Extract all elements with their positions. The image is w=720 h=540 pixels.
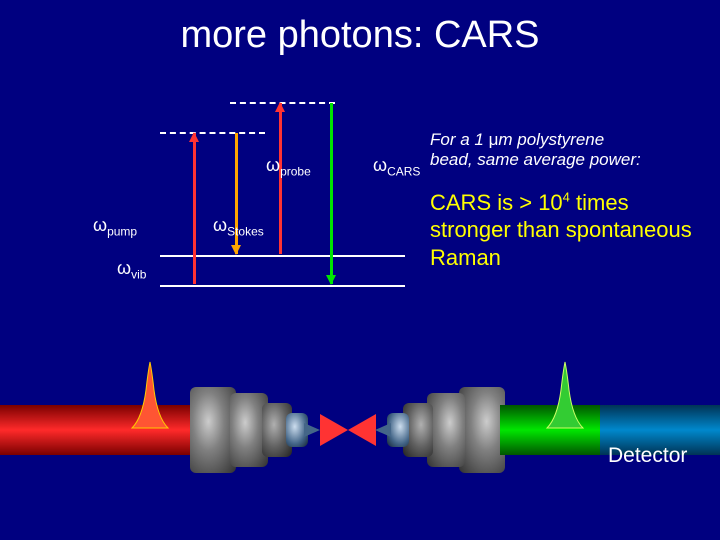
pump-arrow [193, 133, 196, 284]
cars-label: ωCARS [373, 155, 420, 179]
explanation-block: For a 1 μm polystyrene bead, same averag… [430, 130, 700, 271]
probe-label: ωprobe [266, 155, 311, 179]
stokes-label: ωStokes [213, 215, 264, 239]
green-pulse-icon [545, 360, 585, 430]
cars-arrow [330, 103, 333, 284]
vibrational-level [160, 255, 405, 257]
red-pulse-icon [130, 360, 170, 430]
objective-lens-left [190, 385, 320, 475]
virtual-level-upper1 [160, 132, 265, 134]
detector-label: Detector [608, 444, 687, 468]
highlight-text: CARS is > 104 times stronger than sponta… [430, 189, 700, 272]
vib-label: ωvib [117, 258, 146, 282]
caption-text: For a 1 μm polystyrene bead, same averag… [430, 130, 700, 171]
pump-label: ωpump [93, 215, 137, 239]
ground-level [160, 285, 405, 287]
focus-cone-right [348, 414, 376, 446]
focus-cone-left [320, 414, 348, 446]
objective-lens-right [375, 385, 505, 475]
energy-level-diagram: ωprobe ωCARS ωpump ωStokes ωvib [70, 100, 410, 310]
page-title: more photons: CARS [0, 0, 720, 57]
apparatus-diagram: Detector [0, 370, 720, 490]
